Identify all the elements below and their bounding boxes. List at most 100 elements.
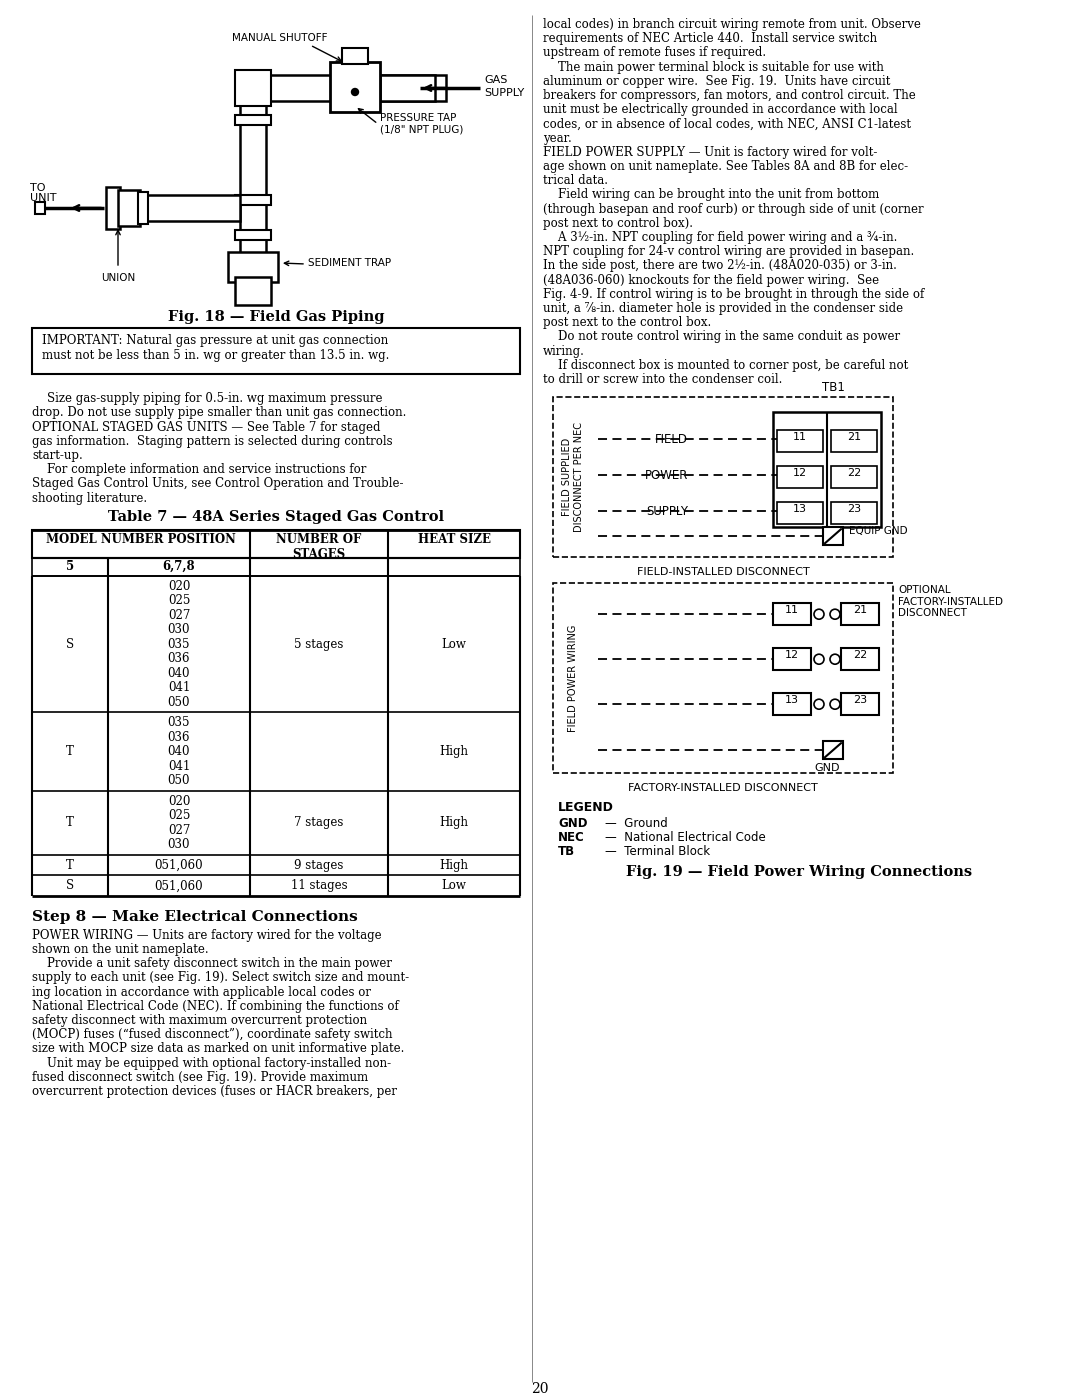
Text: A 3½-in. NPT coupling for field power wiring and a ¾-in.: A 3½-in. NPT coupling for field power wi… xyxy=(543,231,897,244)
Text: 5 stages: 5 stages xyxy=(295,637,343,651)
Text: must not be less than 5 in. wg or greater than 13.5 in. wg.: must not be less than 5 in. wg or greate… xyxy=(42,349,390,362)
Text: 22: 22 xyxy=(853,650,867,661)
Text: LEGEND: LEGEND xyxy=(558,802,613,814)
Text: EQUIP GND: EQUIP GND xyxy=(849,527,907,536)
Text: 035: 035 xyxy=(167,717,190,729)
Bar xyxy=(831,467,877,488)
Text: FIELD: FIELD xyxy=(654,433,688,446)
Circle shape xyxy=(831,609,840,619)
Circle shape xyxy=(831,654,840,664)
Text: unit, a ⅞-in. diameter hole is provided in the condenser side: unit, a ⅞-in. diameter hole is provided … xyxy=(543,302,903,314)
Bar xyxy=(235,196,271,205)
Text: Low: Low xyxy=(442,637,467,651)
Bar xyxy=(777,430,823,453)
Text: requirements of NEC Article 440.  Install service switch: requirements of NEC Article 440. Install… xyxy=(543,32,877,45)
Text: safety disconnect with maximum overcurrent protection: safety disconnect with maximum overcurre… xyxy=(32,1014,367,1027)
Text: UNION: UNION xyxy=(100,272,135,284)
Bar xyxy=(553,397,893,557)
Bar xyxy=(823,742,843,759)
Bar xyxy=(240,75,266,277)
Text: High: High xyxy=(440,859,469,872)
Text: S: S xyxy=(66,879,75,893)
Bar xyxy=(235,70,271,106)
Bar xyxy=(240,75,446,101)
Text: 12: 12 xyxy=(793,468,807,478)
Bar xyxy=(330,61,380,112)
Bar xyxy=(32,529,519,557)
Text: shown on the unit nameplate.: shown on the unit nameplate. xyxy=(32,943,208,956)
Text: aluminum or copper wire.  See Fig. 19.  Units have circuit: aluminum or copper wire. See Fig. 19. Un… xyxy=(543,75,890,88)
Text: Staged Gas Control Units, see Control Operation and Trouble-: Staged Gas Control Units, see Control Op… xyxy=(32,478,404,490)
Text: TB: TB xyxy=(558,845,576,858)
Text: 036: 036 xyxy=(167,652,190,665)
Text: 23: 23 xyxy=(847,504,861,514)
Text: POWER WIRING — Units are factory wired for the voltage: POWER WIRING — Units are factory wired f… xyxy=(32,929,381,942)
Text: —  Ground: — Ground xyxy=(605,817,667,830)
Text: T: T xyxy=(66,816,73,830)
Bar xyxy=(235,115,271,124)
Text: 050: 050 xyxy=(167,774,190,788)
Text: POWER: POWER xyxy=(645,469,688,482)
Text: Fig. 18 — Field Gas Piping: Fig. 18 — Field Gas Piping xyxy=(167,310,384,324)
Text: 027: 027 xyxy=(167,824,190,837)
Text: shooting literature.: shooting literature. xyxy=(32,492,147,504)
Bar xyxy=(777,502,823,524)
Bar xyxy=(32,557,519,576)
Text: 035: 035 xyxy=(167,638,190,651)
Bar xyxy=(106,187,120,229)
Text: unit must be electrically grounded in accordance with local: unit must be electrically grounded in ac… xyxy=(543,103,897,116)
Bar xyxy=(773,412,881,527)
Text: MODEL NUMBER POSITION: MODEL NUMBER POSITION xyxy=(46,532,235,546)
Text: 030: 030 xyxy=(167,623,190,636)
Bar xyxy=(553,583,893,773)
Bar xyxy=(235,231,271,240)
Bar xyxy=(380,75,435,101)
Bar xyxy=(138,191,148,224)
Text: GND: GND xyxy=(814,763,840,773)
Text: Low: Low xyxy=(442,879,467,893)
Text: High: High xyxy=(440,816,469,830)
Text: 051,060: 051,060 xyxy=(154,859,203,872)
Text: Field wiring can be brought into the unit from bottom: Field wiring can be brought into the uni… xyxy=(543,189,879,201)
Text: size with MOCP size data as marked on unit informative plate.: size with MOCP size data as marked on un… xyxy=(32,1042,404,1055)
Bar xyxy=(342,47,368,64)
Text: 21: 21 xyxy=(847,432,861,443)
Text: 020: 020 xyxy=(167,795,190,807)
Text: HEAT SIZE: HEAT SIZE xyxy=(418,532,490,546)
Text: ing location in accordance with applicable local codes or: ing location in accordance with applicab… xyxy=(32,986,372,999)
Text: TB1: TB1 xyxy=(822,381,845,394)
Text: 9 stages: 9 stages xyxy=(295,859,343,872)
Text: 020: 020 xyxy=(167,580,190,592)
Text: OPTIONAL
FACTORY-INSTALLED
DISCONNECT: OPTIONAL FACTORY-INSTALLED DISCONNECT xyxy=(897,585,1003,619)
Text: 025: 025 xyxy=(167,594,190,608)
Text: Table 7 — 48A Series Staged Gas Control: Table 7 — 48A Series Staged Gas Control xyxy=(108,510,444,524)
Text: 050: 050 xyxy=(167,696,190,708)
Bar xyxy=(823,527,843,545)
Text: start-up.: start-up. xyxy=(32,448,83,462)
Text: post next to control box).: post next to control box). xyxy=(543,217,693,229)
Text: S: S xyxy=(66,637,75,651)
Text: National Electrical Code (NEC). If combining the functions of: National Electrical Code (NEC). If combi… xyxy=(32,1000,399,1013)
Text: Fig. 19 — Field Power Wiring Connections: Fig. 19 — Field Power Wiring Connections xyxy=(626,865,972,879)
Text: GND: GND xyxy=(558,817,588,830)
Text: 041: 041 xyxy=(167,682,190,694)
Text: TO: TO xyxy=(30,183,45,193)
Text: 21: 21 xyxy=(853,605,867,615)
Text: 5: 5 xyxy=(66,560,75,573)
Text: breakers for compressors, fan motors, and control circuit. The: breakers for compressors, fan motors, an… xyxy=(543,89,916,102)
Text: Size gas-supply piping for 0.5-in. wg maximum pressure: Size gas-supply piping for 0.5-in. wg ma… xyxy=(32,393,382,405)
Circle shape xyxy=(814,654,824,664)
Text: 13: 13 xyxy=(785,696,799,705)
Bar xyxy=(773,604,811,626)
Bar xyxy=(777,467,823,488)
Text: (MOCP) fuses (“fused disconnect”), coordinate safety switch: (MOCP) fuses (“fused disconnect”), coord… xyxy=(32,1028,392,1041)
Text: SUPPLY: SUPPLY xyxy=(484,88,524,98)
Text: (through basepan and roof curb) or through side of unit (corner: (through basepan and roof curb) or throu… xyxy=(543,203,923,215)
Text: Unit may be equipped with optional factory-installed non-: Unit may be equipped with optional facto… xyxy=(32,1056,391,1070)
Text: codes, or in absence of local codes, with NEC, ANSI C1-latest: codes, or in absence of local codes, wit… xyxy=(543,117,912,130)
Text: PRESSURE TAP: PRESSURE TAP xyxy=(380,113,457,123)
Text: FACTORY-INSTALLED DISCONNECT: FACTORY-INSTALLED DISCONNECT xyxy=(629,784,818,793)
Text: (48A036-060) knockouts for the field power wiring.  See: (48A036-060) knockouts for the field pow… xyxy=(543,274,879,286)
Bar xyxy=(118,190,140,226)
Text: Do not route control wiring in the same conduit as power: Do not route control wiring in the same … xyxy=(543,331,900,344)
